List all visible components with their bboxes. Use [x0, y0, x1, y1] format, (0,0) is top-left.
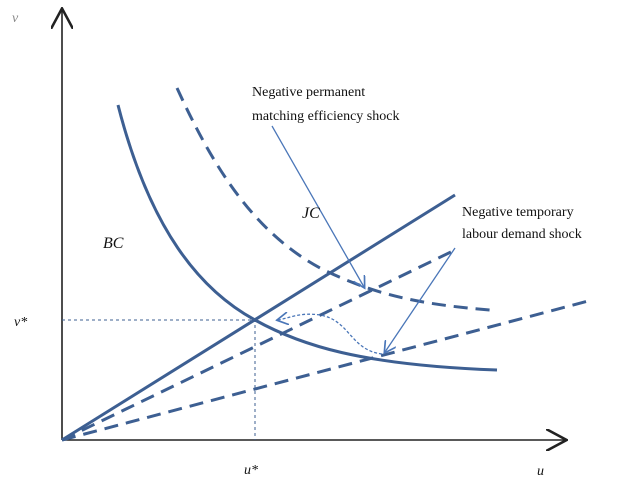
jc-line — [61, 193, 456, 442]
y-label: v — [12, 11, 19, 26]
arrow — [385, 247, 456, 352]
x-label: u — [537, 464, 544, 479]
return-arrow — [278, 314, 383, 355]
annotation: matching efficiency shock — [252, 109, 399, 124]
jc-curve — [175, 87, 491, 312]
shifted-line-2 — [61, 298, 593, 442]
annotation: labour demand shock — [462, 227, 582, 242]
bc-curve — [116, 104, 498, 372]
arrow — [271, 125, 364, 287]
bc-label: BC — [103, 235, 124, 252]
annotation: Negative permanent — [252, 85, 365, 100]
annotation: Negative temporary — [462, 205, 574, 220]
u-star: u* — [244, 463, 258, 478]
shifted-line-1 — [61, 248, 456, 442]
jc-label: JC — [302, 205, 320, 222]
v-star: v* — [14, 315, 27, 330]
